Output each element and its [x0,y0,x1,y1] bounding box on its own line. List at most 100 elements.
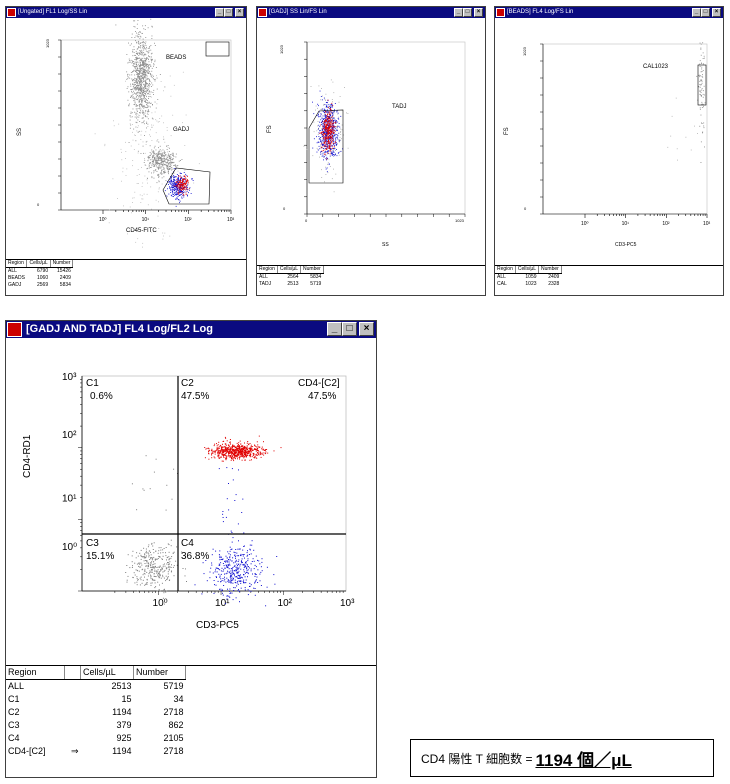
column-header [64,666,82,680]
table-row[interactable]: ALL 2564 5834 [257,274,323,282]
tadj-gate[interactable] [308,109,344,184]
table-cell: 6790 [37,268,49,274]
table-cell: C3 [8,720,20,730]
table-row[interactable]: TADJ 2513 5719 [257,281,323,288]
table-row[interactable]: CAL 1023 2328 [495,281,561,288]
minimize-button[interactable]: _ [692,8,701,17]
minimize-button[interactable]: _ [454,8,463,17]
table-cell: 1194 [112,746,132,756]
table-cell: ALL [8,268,17,274]
beads-region-label: BEADS [166,55,186,61]
close-button[interactable]: × [235,8,244,17]
table-row[interactable]: ALL 1059 2409 [495,274,561,282]
column-header: Cells/µL [277,266,302,274]
c4-name: C4 [181,538,194,549]
table-cell: 2569 [37,282,49,288]
table-row[interactable]: ALL 2513 5719 [6,680,186,694]
minimize-button[interactable]: _ [327,322,342,336]
table-cell [64,706,80,719]
table-cell [64,719,80,732]
table-row[interactable]: CD4-[C2] ⇒ 1194 2718 [6,745,186,758]
c3-percent: 15.1% [86,551,114,562]
result-value: 1194 個／μL [535,750,632,770]
y-top-label: 1023 [522,46,527,56]
granulocyte-population [140,138,183,184]
table-cell: C1 [8,694,20,704]
table-cell: 2105 [163,733,184,743]
y-axis-label: CD4-RD1 [22,434,33,478]
window-title: [GADJ AND TADJ] FL4 Log/FL2 Log [26,323,213,335]
close-button[interactable]: × [712,8,721,17]
c4-blue-population [194,532,278,607]
table-cell: GADJ [8,282,22,288]
cd4-percent: 47.5% [308,391,336,402]
app-icon [7,8,16,17]
region-table: Region Cells/µL Number ALL 2564 5834 TADJ 2513 5… [257,265,485,295]
table-row[interactable]: ALL 6790 15426 [6,268,73,276]
table-cell: 15426 [57,268,71,274]
scatter-plot-fs-vs-ss: 1023 0 0 1023 FS SS TADJ [267,41,466,248]
column-header: Number [133,666,187,680]
column-header: Number [50,260,74,268]
scatter-plot-ss-vs-cd45: 10⁰ 10¹ 10² 10³ 1023 0 SS CD45-FITC BEADS GADJ [17,18,235,248]
app-icon [496,8,505,17]
result-label: CD4 陽性 T 細胞数 = [421,751,533,766]
region-table: Region Cells/µL Number ALL 2513 5719 C1 15 34 C2 1… [6,665,376,777]
column-header: Region [6,260,28,268]
maximize-button[interactable]: □ [463,8,472,17]
table-header-row: Region Cells/µL Number [495,266,562,274]
minimize-button[interactable]: _ [215,8,224,17]
x-tick-label-2: 10² [184,217,192,223]
close-button[interactable]: × [359,322,374,336]
y-tick-label-3: 10⁰ [62,542,77,553]
table-cell: CAL [497,281,507,287]
table-row[interactable]: C1 15 34 [6,693,186,706]
gadj-gate[interactable] [162,167,211,205]
column-header: Cells/µL [515,266,540,274]
x-tick-label-1: 10¹ [215,598,230,609]
table-cell: 2328 [548,281,560,287]
x-tick-label-3: 10³ [703,221,711,227]
maximize-button[interactable]: □ [224,8,233,17]
maximize-button[interactable]: □ [701,8,710,17]
panel-cd4-window: [GADJ AND TADJ] FL4 Log/FL2 Log _ □ × 10… [5,320,377,778]
y-tick-label-2: 10¹ [62,493,77,504]
table-header-row: Region Cells/µL Number [6,260,74,268]
table-cell: ALL [259,274,268,280]
table-cell: 5834 [310,274,322,280]
close-button[interactable]: × [474,8,483,17]
table-cell: 5719 [310,281,322,287]
y-tick-label-1: 10² [62,430,77,441]
x-tick-label-1: 10¹ [142,217,150,223]
table-row[interactable]: C2 1194 2718 [6,706,186,719]
y-top-label: 1023 [279,44,284,54]
table-row[interactable]: GADJ 2569 5834 [6,282,73,289]
tadj-red-population [319,99,337,160]
table-row[interactable]: BEADS 1060 2409 [6,275,73,282]
table-cell: TADJ [259,281,272,287]
column-header: Cells/µL [26,260,51,268]
window-title: [BEADS] FL4 Log/FS Lin [507,9,574,15]
x-tick-label-3: 10³ [340,598,355,609]
lymph-red-population [173,175,190,196]
column-header: Region [495,266,516,274]
app-icon [7,322,22,337]
table-cell: CD4-[C2] [8,746,46,756]
beads-gate[interactable] [205,41,230,57]
table-row[interactable]: C3 379 862 [6,719,186,732]
table-cell: 1023 [525,281,537,287]
maximize-button[interactable]: □ [342,322,357,336]
result-box: CD4 陽性 T 細胞数 = 1194 個／μL [410,739,714,777]
panel-cd4-titlebar[interactable]: [GADJ AND TADJ] FL4 Log/FL2 Log _ □ × [6,321,376,338]
beads-population [115,18,166,152]
panel-ungated-titlebar[interactable]: [Ungated] FL1 Log/SS Lin _ □ × [6,7,246,18]
x-tick-label-0: 10⁰ [99,217,107,223]
cal-gate[interactable] [697,64,707,106]
window-title: [Ungated] FL1 Log/SS Lin [18,9,88,15]
panel-gadj-titlebar[interactable]: [GADJ] SS Lin/FS Lin _ □ × [257,7,485,18]
panel-beads-titlebar[interactable]: [BEADS] FL4 Log/FS Lin _ □ × [495,7,723,18]
quadrant-plot-cd4-vs-cd3: 10³ 10² 10¹ 10⁰ 10⁰ 10¹ 10² 10³ CD4-RD1 CD3-PC5 C1… [22,372,355,631]
table-cell: ALL [8,681,25,691]
y-zero-label: 0 [524,206,527,211]
table-row[interactable]: C4 925 2105 [6,732,186,745]
